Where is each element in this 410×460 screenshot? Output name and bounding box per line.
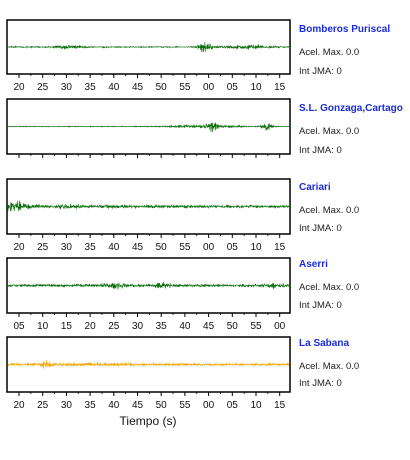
tick-label: 15 bbox=[274, 242, 286, 253]
station-name-cariari[interactable]: Cariari bbox=[299, 182, 331, 193]
tick-label: 55 bbox=[179, 82, 191, 93]
tick-label: 00 bbox=[203, 242, 215, 253]
tick-label: 35 bbox=[85, 400, 97, 411]
tick-label: 30 bbox=[132, 321, 144, 332]
plot-frame-sabana bbox=[6, 336, 291, 393]
int-label-aserri: Int JMA: 0 bbox=[299, 300, 342, 311]
accel-label-sabana: Acel. Max. 0.0 bbox=[299, 361, 360, 372]
tick-label: 00 bbox=[203, 400, 215, 411]
tick-label: 05 bbox=[227, 82, 239, 93]
panel-aserri: 05 10 15 20 25 30 35 40 45 50 55 00 bbox=[6, 257, 291, 332]
int-label-puriscal: Int JMA: 0 bbox=[299, 66, 342, 77]
station-name-aserri[interactable]: Aserri bbox=[299, 259, 328, 270]
tick-label: 15 bbox=[61, 321, 73, 332]
tick-label: 20 bbox=[13, 242, 25, 253]
tick-label: 10 bbox=[250, 400, 262, 411]
tick-label: 45 bbox=[203, 321, 215, 332]
accel-label-cariari: Acel. Max. 0.0 bbox=[299, 205, 360, 216]
plot-frame-aserri bbox=[6, 257, 291, 314]
x-axis-label: Tiempo (s) bbox=[119, 414, 177, 428]
tick-label: 20 bbox=[85, 321, 97, 332]
tick-label: 50 bbox=[156, 400, 168, 411]
tick-label: 35 bbox=[85, 242, 97, 253]
tick-label: 25 bbox=[37, 400, 49, 411]
panel-cariari: 20 25 30 35 40 45 50 55 00 05 10 15 bbox=[6, 178, 291, 253]
station-name-gonzaga[interactable]: S.L. Gonzaga,Cartago bbox=[299, 103, 403, 114]
accel-label-gonzaga: Acel. Max. 0.0 bbox=[299, 126, 360, 137]
tick-label: 00 bbox=[203, 82, 215, 93]
waveform-cariari bbox=[7, 200, 290, 212]
tick-label: 40 bbox=[108, 242, 120, 253]
tick-label: 30 bbox=[61, 82, 73, 93]
tick-label: 30 bbox=[61, 242, 73, 253]
panel-sabana: 20 25 30 35 40 45 50 55 00 05 10 15 bbox=[6, 336, 291, 411]
tick-label: 50 bbox=[156, 242, 168, 253]
tick-label: 05 bbox=[227, 400, 239, 411]
accel-label-puriscal: Acel. Max. 0.0 bbox=[299, 47, 360, 58]
tick-label: 35 bbox=[156, 321, 168, 332]
plot-frame-gonzaga bbox=[6, 98, 291, 155]
tick-label: 10 bbox=[250, 242, 262, 253]
tick-label: 00 bbox=[274, 321, 286, 332]
tick-label: 55 bbox=[179, 242, 191, 253]
tick-label: 45 bbox=[132, 242, 144, 253]
tick-label: 50 bbox=[227, 321, 239, 332]
panel-gonzaga bbox=[6, 98, 291, 158]
tick-label: 10 bbox=[37, 321, 49, 332]
tick-label: 15 bbox=[274, 400, 286, 411]
tick-label: 30 bbox=[61, 400, 73, 411]
waveform-aserri bbox=[7, 281, 290, 290]
tick-label: 45 bbox=[132, 400, 144, 411]
tick-label: 40 bbox=[108, 82, 120, 93]
waveform-sabana bbox=[7, 359, 290, 369]
panel-puriscal: 20 25 30 35 40 45 50 55 00 05 10 15 bbox=[6, 19, 291, 93]
station-name-sabana[interactable]: La Sabana bbox=[299, 338, 350, 349]
waveform-puriscal bbox=[7, 42, 290, 52]
tick-label: 40 bbox=[108, 400, 120, 411]
int-label-cariari: Int JMA: 0 bbox=[299, 223, 342, 234]
tick-label: 40 bbox=[179, 321, 191, 332]
tick-label: 05 bbox=[13, 321, 25, 332]
tick-label: 35 bbox=[85, 82, 97, 93]
tick-label: 55 bbox=[250, 321, 262, 332]
accel-label-aserri: Acel. Max. 0.0 bbox=[299, 282, 360, 293]
plot-frame-cariari bbox=[6, 178, 291, 235]
tick-label: 05 bbox=[227, 242, 239, 253]
tick-label: 15 bbox=[274, 82, 286, 93]
plot-frame-puriscal bbox=[6, 19, 291, 75]
station-name-puriscal[interactable]: Bomberos Puriscal bbox=[299, 24, 391, 35]
int-label-sabana: Int JMA: 0 bbox=[299, 378, 342, 389]
tick-label: 45 bbox=[132, 82, 144, 93]
tick-label: 25 bbox=[37, 82, 49, 93]
tick-label: 20 bbox=[13, 400, 25, 411]
waveform-gonzaga bbox=[7, 122, 290, 133]
tick-label: 50 bbox=[156, 82, 168, 93]
tick-label: 25 bbox=[37, 242, 49, 253]
int-label-gonzaga: Int JMA: 0 bbox=[299, 145, 342, 156]
tick-label: 10 bbox=[250, 82, 262, 93]
tick-label: 55 bbox=[179, 400, 191, 411]
tick-label: 25 bbox=[108, 321, 120, 332]
tick-label: 20 bbox=[13, 82, 25, 93]
